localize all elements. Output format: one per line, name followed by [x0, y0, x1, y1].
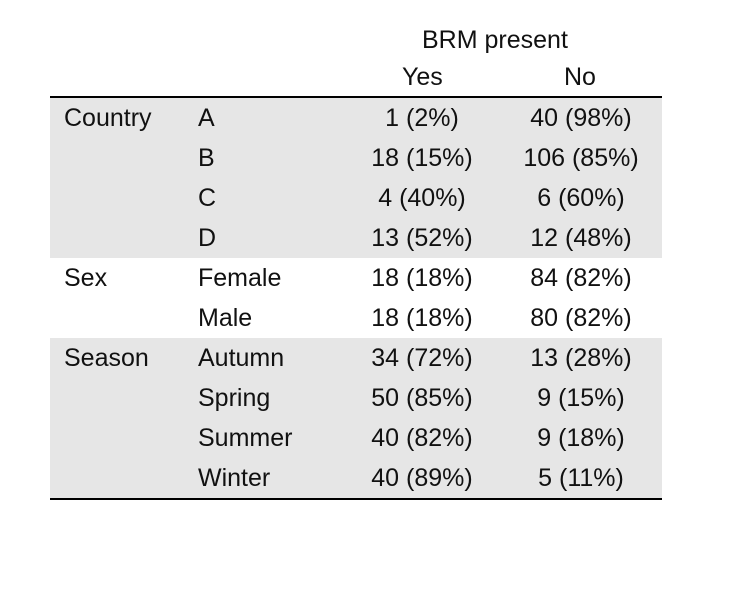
bottom-rule	[50, 498, 662, 500]
cell-yes: 1 (2%)	[385, 104, 459, 132]
group-sex: Sex Female 18 (18%) 84 (82%) Male 18 (18…	[50, 258, 662, 338]
row-label: Autumn	[198, 344, 285, 372]
table-row: Season Autumn 34 (72%) 13 (28%)	[50, 338, 662, 378]
cell-yes: 18 (18%)	[371, 264, 473, 292]
row-label: B	[198, 144, 215, 172]
cell-yes: 40 (82%)	[371, 424, 473, 452]
cell-no: 9 (18%)	[537, 424, 625, 452]
table-header-title-row: BRM present	[50, 22, 662, 59]
group-label: Season	[64, 344, 149, 372]
cell-yes: 13 (52%)	[371, 224, 473, 252]
table-row: Male 18 (18%) 80 (82%)	[50, 298, 662, 338]
cell-yes: 34 (72%)	[371, 344, 473, 372]
table-row: Spring 50 (85%) 9 (15%)	[50, 378, 662, 418]
table-header-columns-row: Yes No	[50, 59, 662, 96]
column-header-yes: Yes	[402, 63, 443, 91]
cell-no: 106 (85%)	[523, 144, 639, 172]
table-row: Winter 40 (89%) 5 (11%)	[50, 458, 662, 498]
table-row: D 13 (52%) 12 (48%)	[50, 218, 662, 258]
cell-no: 6 (60%)	[537, 184, 625, 212]
table-row: Summer 40 (82%) 9 (18%)	[50, 418, 662, 458]
cell-yes: 18 (15%)	[371, 144, 473, 172]
cell-yes: 18 (18%)	[371, 304, 473, 332]
cell-yes: 50 (85%)	[371, 384, 473, 412]
cell-yes: 40 (89%)	[371, 464, 473, 492]
row-label: Male	[198, 304, 253, 332]
table-row: C 4 (40%) 6 (60%)	[50, 178, 662, 218]
cell-no: 40 (98%)	[530, 104, 632, 132]
column-header-no: No	[564, 63, 596, 91]
brm-table: BRM present Yes No Country A 1 (2%) 40 (…	[50, 22, 662, 500]
cell-no: 9 (15%)	[537, 384, 625, 412]
group-season: Season Autumn 34 (72%) 13 (28%) Spring 5…	[50, 338, 662, 498]
cell-no: 12 (48%)	[530, 224, 632, 252]
row-label: A	[198, 104, 215, 132]
cell-no: 80 (82%)	[530, 304, 632, 332]
group-label: Sex	[64, 264, 108, 292]
group-label: Country	[64, 104, 152, 132]
table-header-title: BRM present	[422, 26, 568, 54]
row-label: D	[198, 224, 217, 252]
cell-no: 84 (82%)	[530, 264, 632, 292]
row-label: Summer	[198, 424, 293, 452]
table-row: B 18 (15%) 106 (85%)	[50, 138, 662, 178]
table-row: Country A 1 (2%) 40 (98%)	[50, 98, 662, 138]
row-label: C	[198, 184, 217, 212]
cell-no: 13 (28%)	[530, 344, 632, 372]
top-rule	[50, 96, 662, 98]
group-country: Country A 1 (2%) 40 (98%) B 18 (15%) 106…	[50, 98, 662, 258]
row-label: Female	[198, 264, 282, 292]
row-label: Winter	[198, 464, 271, 492]
cell-yes: 4 (40%)	[378, 184, 466, 212]
table-row: Sex Female 18 (18%) 84 (82%)	[50, 258, 662, 298]
cell-no: 5 (11%)	[538, 464, 624, 492]
row-label: Spring	[198, 384, 271, 412]
